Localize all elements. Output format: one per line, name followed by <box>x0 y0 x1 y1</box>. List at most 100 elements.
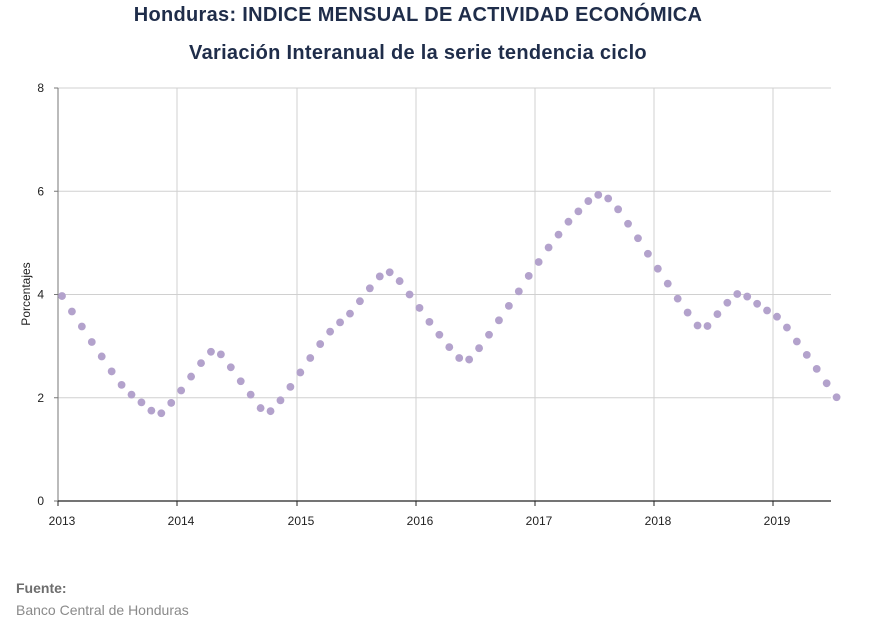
data-point <box>435 330 444 339</box>
data-point <box>306 354 315 362</box>
data-point <box>822 379 831 388</box>
data-point <box>336 318 344 327</box>
data-point <box>743 292 752 301</box>
x-axis-ticks: 2013 2014 2015 2016 2017 2018 2019 <box>49 501 791 528</box>
data-point <box>485 330 493 339</box>
data-point <box>276 396 285 405</box>
data-point <box>326 327 335 336</box>
chart-title: Honduras: INDICE MENSUAL DE ACTIVIDAD EC… <box>133 4 703 26</box>
data-point <box>723 298 732 307</box>
grid-lines <box>58 87 831 501</box>
data-point <box>763 306 771 315</box>
data-point <box>703 322 712 330</box>
data-point <box>187 372 195 381</box>
data-point <box>832 393 841 402</box>
data-point <box>226 363 235 372</box>
data-point <box>475 344 483 353</box>
data-point <box>733 290 742 298</box>
data-point <box>256 404 265 412</box>
data-point <box>346 309 354 318</box>
data-point <box>365 284 374 293</box>
data-series <box>58 190 841 418</box>
data-point <box>792 337 801 346</box>
data-point <box>375 272 384 281</box>
x-tick-label: 2017 <box>526 514 553 528</box>
x-tick-label: 2015 <box>288 514 315 528</box>
data-point <box>157 409 166 418</box>
data-point <box>653 264 662 273</box>
data-point <box>286 383 295 391</box>
data-point <box>634 234 642 243</box>
data-point <box>624 219 632 228</box>
data-point <box>514 287 523 296</box>
data-point <box>783 323 791 332</box>
data-point <box>713 310 722 319</box>
data-point <box>266 407 275 416</box>
data-point <box>87 338 96 346</box>
data-point <box>693 321 702 330</box>
data-point <box>58 292 66 300</box>
data-point <box>673 294 682 303</box>
data-point <box>77 322 86 331</box>
y-tick-label: 6 <box>37 184 44 198</box>
data-point <box>207 347 215 356</box>
data-point <box>544 243 553 252</box>
data-point <box>683 308 692 317</box>
data-point <box>167 399 176 407</box>
y-axis-ticks: 0 2 4 6 8 <box>37 81 58 508</box>
x-tick-label: 2018 <box>645 514 672 528</box>
data-point <box>177 386 186 395</box>
data-point <box>216 350 225 359</box>
data-point <box>504 301 513 310</box>
data-point <box>465 355 474 364</box>
data-point <box>385 268 394 277</box>
data-point <box>445 343 454 352</box>
source-label: Fuente: <box>16 580 67 596</box>
y-axis-label: Porcentajes <box>19 262 33 325</box>
x-tick-label: 2013 <box>49 514 76 528</box>
data-point <box>614 205 623 214</box>
data-point <box>197 359 205 368</box>
data-point <box>425 317 434 326</box>
data-point <box>524 272 533 280</box>
data-point <box>812 364 821 373</box>
y-tick-label: 8 <box>37 81 44 95</box>
data-point <box>604 194 613 203</box>
data-point <box>147 406 156 415</box>
x-tick-label: 2019 <box>764 514 791 528</box>
data-point <box>405 290 414 299</box>
data-point <box>554 230 563 239</box>
data-point <box>584 197 593 205</box>
data-point <box>802 351 811 359</box>
data-point <box>246 390 255 399</box>
data-point <box>415 304 424 312</box>
data-point <box>495 316 503 325</box>
data-point <box>236 377 245 386</box>
data-point <box>574 207 583 216</box>
x-tick-label: 2014 <box>168 514 195 528</box>
x-tick-label: 2016 <box>407 514 434 528</box>
data-point <box>773 312 781 321</box>
chart-subtitle: Variación Interanual de la serie tendenc… <box>189 42 647 64</box>
data-point <box>594 190 603 199</box>
data-point <box>534 258 543 266</box>
y-tick-label: 4 <box>37 288 44 302</box>
data-point <box>455 354 464 362</box>
data-point <box>97 352 106 361</box>
data-point <box>316 340 325 348</box>
y-tick-label: 2 <box>37 391 44 405</box>
data-point <box>395 277 404 285</box>
data-point <box>117 380 126 389</box>
data-point <box>356 297 364 306</box>
data-point <box>564 217 573 226</box>
source-text: Banco Central de Honduras <box>16 602 189 618</box>
data-point <box>127 390 136 399</box>
line-chart: 0 2 4 6 8 2013 2014 2015 2016 2017 2018 2019 Porce… <box>19 81 841 528</box>
data-point <box>644 249 652 258</box>
data-point <box>753 299 762 308</box>
data-point <box>137 398 146 407</box>
y-tick-label: 0 <box>37 494 44 508</box>
data-point <box>107 367 116 376</box>
data-point <box>663 279 672 288</box>
data-point <box>68 307 76 316</box>
